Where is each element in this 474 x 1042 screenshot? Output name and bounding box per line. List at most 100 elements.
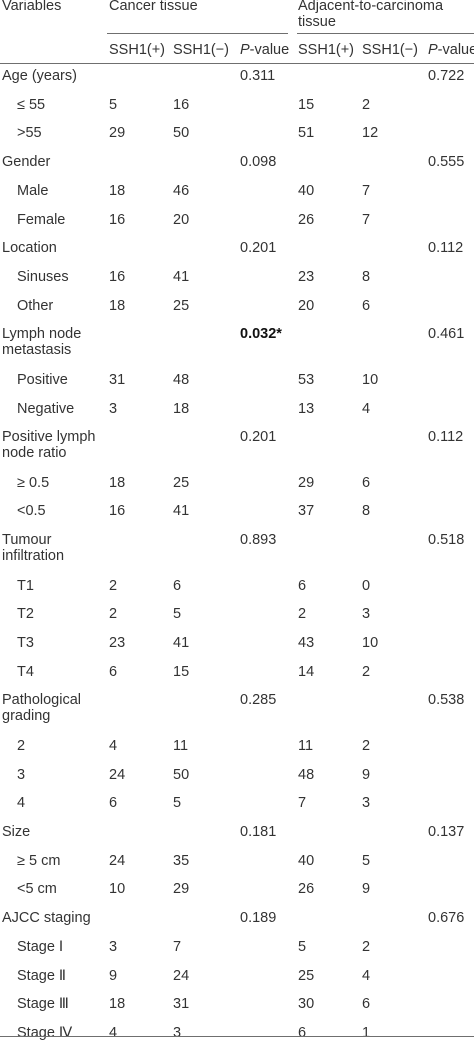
- cell-p1: 0.285: [240, 692, 277, 709]
- row-label: T2: [17, 606, 34, 623]
- cell-a-pos: 51: [298, 125, 315, 142]
- cell-c-neg: 6: [173, 577, 182, 594]
- cell-a-neg: 2: [362, 663, 371, 680]
- header-bottom-rule: [0, 63, 474, 64]
- row-label: ≥ 0.5: [17, 474, 50, 491]
- cell-a-neg: 9: [362, 881, 371, 898]
- cell-a-pos: 2: [298, 606, 307, 623]
- row-label: AJCC staging: [2, 910, 91, 927]
- row-label: Sinuses: [17, 268, 69, 285]
- row-label: Positive: [17, 371, 68, 388]
- cell-c-neg: 3: [173, 1024, 182, 1041]
- cell-a-pos: 30: [298, 996, 315, 1013]
- row-label: T3: [17, 635, 34, 651]
- cell-p2: 0.137: [428, 824, 465, 840]
- cell-a-pos: 40: [298, 852, 315, 869]
- cell-a-pos: 23: [298, 268, 315, 285]
- cell-a-neg: 2: [362, 96, 371, 113]
- cell-c-pos: 23: [109, 635, 126, 651]
- row-label: 4: [17, 795, 26, 812]
- cell-a-pos: 6: [298, 1024, 307, 1041]
- cell-a-pos: 43: [298, 635, 315, 651]
- cell-c-pos: 16: [109, 211, 126, 228]
- row-label: Stage Ⅰ: [17, 938, 64, 955]
- cell-a-neg: 1: [362, 1024, 371, 1041]
- cell-c-pos: 3: [109, 938, 118, 955]
- cell-p2: 0.676: [428, 910, 465, 927]
- cell-c-neg: 5: [173, 795, 182, 812]
- cell-p2: 0.722: [428, 68, 465, 84]
- cell-a-neg: 9: [362, 766, 371, 783]
- p-letter: P: [240, 42, 250, 58]
- cell-c-neg: 41: [173, 268, 190, 285]
- cell-c-pos: 29: [109, 125, 126, 142]
- cell-c-pos: 31: [109, 371, 126, 388]
- cell-p1: 0.032*: [240, 326, 282, 343]
- cell-c-pos: 18: [109, 182, 126, 199]
- cell-a-pos: 53: [298, 371, 315, 388]
- cell-c-neg: 24: [173, 967, 190, 984]
- cell-c-pos: 6: [109, 795, 118, 812]
- cell-c-pos: 10: [109, 881, 126, 898]
- row-label: Size: [2, 824, 31, 840]
- table-bottom-rule: [0, 1036, 474, 1037]
- cell-a-pos: 7: [298, 795, 307, 812]
- cell-a-pos: 20: [298, 297, 315, 314]
- row-label: Age (years): [2, 68, 77, 84]
- cell-c-neg: 41: [173, 503, 190, 520]
- cell-a-pos: 13: [298, 400, 315, 417]
- row-label: Stage Ⅱ: [17, 967, 67, 984]
- cell-a-neg: 8: [362, 503, 371, 520]
- cell-c-pos: 2: [109, 577, 118, 594]
- cell-a-neg: 6: [362, 996, 371, 1013]
- cell-p2: 0.518: [428, 532, 465, 549]
- cell-a-neg: 10: [362, 371, 379, 388]
- cell-a-neg: 4: [362, 400, 371, 417]
- cell-c-pos: 6: [109, 663, 118, 680]
- row-label: Lymph node: [2, 326, 82, 343]
- cell-a-neg: 8: [362, 268, 371, 285]
- cell-c-neg: 7: [173, 938, 182, 955]
- p-suffix: -value: [249, 42, 290, 58]
- cell-c-neg: 18: [173, 400, 190, 417]
- cell-p1: 0.893: [240, 532, 277, 549]
- row-label: Tumour: [2, 532, 52, 549]
- cell-c-neg: 20: [173, 211, 190, 228]
- row-label: Other: [17, 297, 54, 314]
- row-label: 2: [17, 737, 26, 754]
- row-label: 3: [17, 766, 26, 783]
- cell-a-pos: 40: [298, 182, 315, 199]
- cell-c-neg: 5: [173, 606, 182, 623]
- cell-a-pos: 25: [298, 967, 315, 984]
- cell-a-pos: 26: [298, 211, 315, 228]
- cell-p1: 0.311: [240, 68, 276, 84]
- cell-c-neg: 25: [173, 474, 190, 491]
- cell-c-pos: 4: [109, 737, 118, 754]
- cell-p1: 0.201: [240, 240, 277, 257]
- row-label: Gender: [2, 154, 51, 171]
- cell-c-neg: 29: [173, 881, 190, 898]
- cell-p2: 0.555: [428, 154, 465, 171]
- header-variables: Variables: [2, 0, 62, 14]
- cell-a-neg: 2: [362, 938, 371, 955]
- cell-c-neg: 48: [173, 371, 190, 388]
- cell-a-pos: 5: [298, 938, 307, 955]
- cell-c-pos: 24: [109, 852, 126, 869]
- row-label: Female: [17, 211, 66, 228]
- cell-a-neg: 2: [362, 737, 371, 754]
- cell-a-neg: 10: [362, 635, 379, 651]
- header-c-ssh1-neg: SSH1(−): [173, 42, 230, 58]
- cell-p1: 0.201: [240, 429, 277, 446]
- cell-a-neg: 6: [362, 297, 371, 314]
- row-label: Pathological: [2, 692, 81, 709]
- row-label: <0.5: [17, 503, 46, 520]
- cell-a-neg: 5: [362, 852, 371, 869]
- cell-a-neg: 0: [362, 577, 371, 594]
- row-label: Stage Ⅲ: [17, 996, 69, 1013]
- row-label: Location: [2, 240, 57, 257]
- cell-c-pos: 16: [109, 268, 126, 285]
- cell-a-pos: 15: [298, 96, 315, 113]
- cell-c-pos: 2: [109, 606, 118, 623]
- header-c-ssh1-pos: SSH1(+): [109, 42, 166, 58]
